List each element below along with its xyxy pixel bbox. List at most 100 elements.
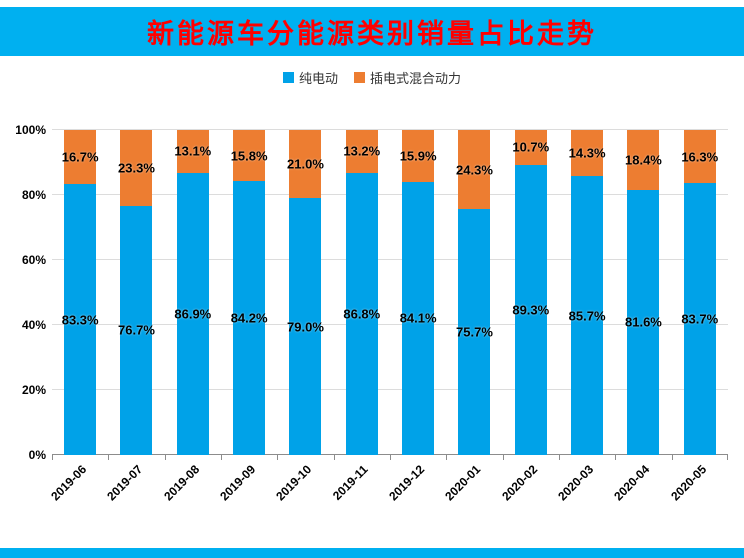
- data-label-phev: 18.4%: [625, 152, 662, 168]
- x-axis-category-label: 2019-06: [48, 462, 90, 504]
- bar-column-2019-12: 84.1% 15.9% 2019-12: [386, 130, 446, 503]
- bar-column-2020-03: 85.7% 14.3% 2020-03: [555, 130, 615, 503]
- data-label-ev: 83.3%: [61, 312, 99, 328]
- bar-segment-ev: [176, 172, 209, 455]
- data-label-phev: 24.3%: [456, 162, 493, 177]
- plot-area: 83.3% 16.7% 2019-06 76.7% 23.3% 2019-07 86.9% 1…: [15, 124, 728, 503]
- x-axis-tick: [333, 455, 335, 460]
- x-axis-tick: [502, 455, 504, 460]
- data-label-ev: 85.7%: [568, 308, 606, 324]
- stacked-bar: [289, 130, 322, 455]
- chart-title: 新能源车分能源类别销量占比走势: [147, 19, 597, 49]
- x-axis-category-label: 2019-09: [217, 462, 259, 504]
- legend-swatch-ev: [282, 72, 294, 83]
- data-label-phev: 10.7%: [512, 139, 550, 155]
- y-axis-tick-label: 100%: [15, 123, 46, 137]
- x-axis-category-label: 2020-04: [611, 462, 653, 504]
- y-axis-tick-label: 60%: [21, 253, 46, 267]
- x-axis-category-label: 2020-02: [498, 462, 540, 504]
- bar-column-2019-10: 79.0% 21.0% 2019-10: [274, 130, 333, 503]
- legend-label-ev: 纯电动: [298, 71, 338, 86]
- x-axis-tick: [220, 455, 222, 460]
- x-axis-category-label: 2019-07: [104, 462, 146, 504]
- bar-column-2020-05: 83.7% 16.3% 2020-05: [668, 130, 728, 503]
- bar-segment-phev: [345, 130, 378, 173]
- x-axis-category-label: 2019-12: [386, 462, 428, 504]
- y-axis-tick-label: 20%: [21, 383, 46, 397]
- data-label-ev: 83.7%: [681, 311, 719, 327]
- bar-segment-ev: [402, 181, 435, 455]
- data-label-phev: 23.3%: [118, 160, 155, 176]
- bar-segment-phev: [289, 130, 322, 199]
- bar-segment-phev: [458, 130, 491, 209]
- stacked-bar: [402, 130, 435, 455]
- x-axis-tick: [52, 455, 53, 460]
- bar-column-2020-04: 81.6% 18.4% 2020-04: [612, 130, 671, 503]
- y-axis-tick-label: 80%: [21, 188, 46, 202]
- legend-item-phev: 插电式混合动力: [354, 68, 461, 87]
- bar-segment-ev: [289, 198, 322, 455]
- bar-segment-ev: [627, 189, 660, 455]
- x-axis-tick: [108, 455, 110, 460]
- stacked-bar: [64, 130, 97, 455]
- stacked-bar: [345, 130, 378, 455]
- x-axis-category-label: 2020-01: [442, 462, 484, 504]
- bar-column-2020-02: 89.3% 10.7% 2020-02: [499, 130, 559, 503]
- title-banner: 新能源车分能源类别销量占比走势: [0, 7, 744, 56]
- data-label-ev: 79.0%: [287, 319, 324, 335]
- data-label-ev: 84.2%: [230, 310, 268, 326]
- bar-column-2019-08: 86.9% 13.1% 2019-08: [161, 130, 221, 503]
- bar-segment-ev: [514, 164, 547, 455]
- gridline-40: [52, 324, 728, 325]
- x-axis-tick: [615, 455, 617, 460]
- data-label-phev: 15.9%: [399, 148, 437, 164]
- data-label-ev: 76.7%: [118, 322, 155, 338]
- bar-segment-phev: [627, 130, 660, 190]
- bar-segment-phev: [233, 130, 266, 182]
- x-axis-category-label: 2019-11: [330, 462, 372, 503]
- bar-segment-phev: [120, 130, 153, 206]
- bar-segment-ev: [345, 172, 378, 455]
- gridline-20: [52, 389, 728, 390]
- bar-segment-phev: [402, 130, 435, 182]
- bar-segment-phev: [683, 130, 716, 183]
- bars-container: 83.3% 16.7% 2019-06 76.7% 23.3% 2019-07 86.9% 1…: [48, 130, 728, 503]
- data-label-ev: 89.3%: [512, 302, 550, 318]
- data-label-phev: 14.3%: [568, 145, 606, 161]
- x-axis-tick: [558, 455, 560, 460]
- legend-swatch-phev: [354, 72, 365, 83]
- stacked-bar: [120, 130, 153, 455]
- bar-segment-ev: [458, 208, 491, 455]
- x-axis-category-label: 2019-10: [273, 462, 315, 504]
- gridline-100: [52, 129, 728, 130]
- bar-segment-phev: [571, 130, 604, 177]
- data-label-phev: 16.7%: [61, 149, 99, 165]
- data-label-ev: 84.1%: [399, 310, 437, 326]
- data-label-ev: 81.6%: [625, 314, 662, 330]
- gridline-60: [52, 259, 728, 260]
- bar-column-2019-07: 76.7% 23.3% 2019-07: [105, 130, 164, 503]
- bar-column-2019-09: 84.2% 15.8% 2019-09: [217, 130, 277, 503]
- data-label-ev: 86.9%: [174, 306, 212, 322]
- data-label-phev: 21.0%: [287, 156, 324, 172]
- bar-segment-ev: [571, 176, 604, 455]
- stacked-bar: [514, 130, 547, 455]
- stacked-bar: [571, 130, 604, 455]
- bar-column-2019-06: 83.3% 16.7% 2019-06: [48, 130, 108, 503]
- bar-segment-phev: [514, 130, 547, 165]
- x-axis-tick: [727, 455, 728, 460]
- x-axis-tick: [389, 455, 391, 460]
- stacked-bar: [683, 130, 716, 455]
- legend-label-phev: 插电式混合动力: [370, 71, 462, 86]
- x-axis-tick: [446, 455, 448, 460]
- x-axis-tick: [164, 455, 166, 460]
- bar-segment-ev: [233, 181, 266, 455]
- data-label-ev: 86.8%: [343, 306, 381, 322]
- data-label-phev: 16.3%: [681, 149, 719, 164]
- bar-segment-phev: [176, 130, 209, 173]
- footer-strip: [0, 548, 744, 558]
- bar-segment-ev: [64, 184, 97, 455]
- data-label-phev: 13.2%: [343, 143, 381, 159]
- data-label-ev: 75.7%: [456, 324, 493, 340]
- legend-item-ev: 纯电动: [282, 68, 338, 87]
